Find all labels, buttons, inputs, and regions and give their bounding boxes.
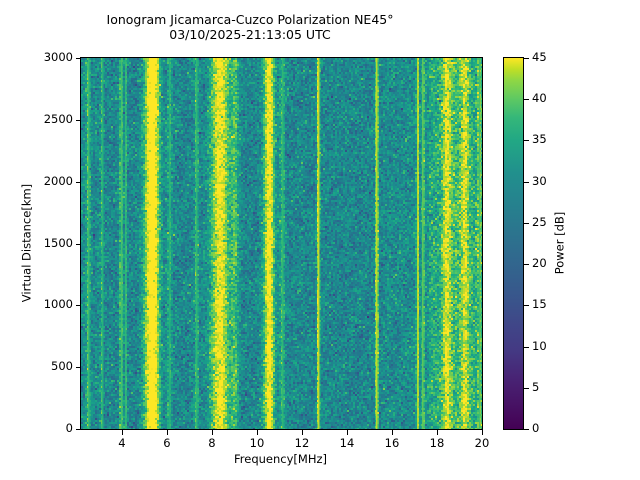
x-axis-tick-label: 14 [339,436,355,450]
colorbar-tick [524,429,529,430]
colorbar-tick-label: 15 [532,297,547,312]
colorbar-tick [524,222,529,224]
colorbar-tick [524,387,529,389]
x-axis-tick-label: 12 [294,436,310,450]
y-axis-tick-label: 1500 [43,235,73,250]
colorbar-tick-label: 10 [532,338,547,353]
colorbar-tick [524,58,529,59]
colorbar-tick-label: 0 [532,421,540,435]
x-axis-tick [346,430,348,435]
colorbar-tick-label: 35 [532,132,547,147]
colorbar-tick [524,140,529,142]
x-axis-tick [121,430,123,435]
y-axis-tick [76,243,81,245]
y-axis-tick [76,119,81,121]
chart-title: Ionogram Jicamarca-Cuzco Polarization NE… [106,12,394,42]
colorbar-tick [524,99,529,101]
colorbar-tick [524,346,529,348]
x-axis-tick-label: 10 [249,436,265,450]
colorbar-tick-label: 25 [532,214,547,229]
colorbar[interactable] [503,57,524,430]
x-axis-tick [391,430,393,435]
colorbar-tick-label: 20 [532,256,547,271]
y-axis-tick-label: 3000 [43,50,73,64]
y-axis-tick-label: 500 [51,359,73,374]
x-axis-tick [211,430,213,435]
y-axis-tick-label: 1000 [43,297,73,312]
y-axis-tick [76,181,81,183]
colorbar-tick-label: 5 [532,379,540,394]
x-axis-tick-label: 20 [474,436,490,450]
y-axis-tick-label: 0 [65,421,73,435]
x-axis-tick-label: 4 [118,436,126,450]
y-axis-tick-label: 2000 [43,173,73,188]
ionogram-heatmap-canvas[interactable] [81,58,482,429]
y-axis-tick-label: 2500 [43,111,73,126]
x-axis-tick-label: 6 [163,436,171,450]
colorbar-tick [524,181,529,183]
colorbar-label: Power [dB] [552,211,566,274]
y-axis-tick [76,429,81,430]
x-axis-tick [301,430,303,435]
x-axis-tick [256,430,258,435]
colorbar-tick-label: 30 [532,173,547,188]
colorbar-tick [524,264,529,266]
colorbar-tick-label: 45 [532,50,547,64]
heatmap-plot-area[interactable] [80,57,483,430]
x-axis-tick [166,430,168,435]
y-axis-label: Virtual Distance[km] [19,183,33,302]
y-axis-tick [76,305,81,307]
y-axis-tick [76,58,81,59]
x-axis-tick-label: 18 [429,436,445,450]
x-axis-tick [436,430,438,435]
x-axis-tick [482,430,483,435]
x-axis-tick-label: 16 [384,436,400,450]
colorbar-tick [524,305,529,307]
colorbar-tick-label: 40 [532,91,547,106]
y-axis-tick [76,367,81,369]
x-axis-label: Frequency[MHz] [234,452,327,466]
x-axis-tick-label: 8 [208,436,216,450]
